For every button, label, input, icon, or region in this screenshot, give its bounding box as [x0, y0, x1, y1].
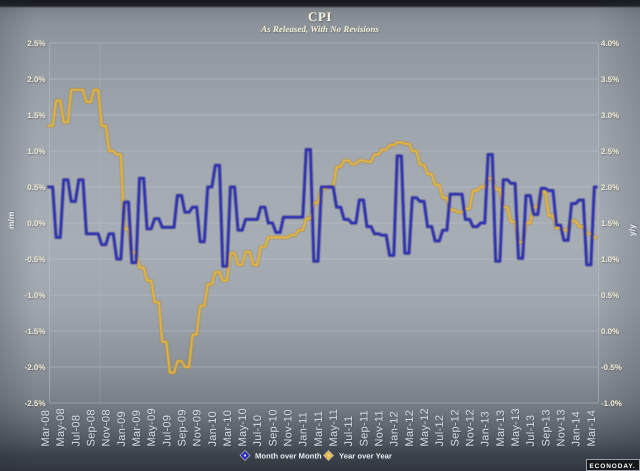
svg-text:May-11: May-11 — [328, 409, 340, 447]
svg-text:0.5%: 0.5% — [27, 183, 45, 192]
svg-text:Nov-13: Nov-13 — [555, 409, 567, 446]
svg-text:Sep-11: Sep-11 — [358, 410, 370, 446]
svg-text:May-13: May-13 — [510, 408, 522, 446]
svg-text:Jul-10: Jul-10 — [252, 415, 264, 447]
svg-text:3.0%: 3.0% — [601, 111, 619, 120]
svg-text:Month over Month: Month over Month — [255, 452, 322, 461]
svg-text:May-12: May-12 — [419, 408, 431, 446]
svg-text:Mar-10: Mar-10 — [222, 410, 234, 447]
svg-text:-2.5%: -2.5% — [25, 399, 46, 408]
svg-text:Sep-09: Sep-09 — [176, 409, 188, 446]
svg-text:May-09: May-09 — [146, 408, 158, 446]
svg-text:Jul-13: Jul-13 — [525, 415, 537, 447]
svg-text:0.0%: 0.0% — [601, 327, 619, 336]
svg-text:Mar-14: Mar-14 — [586, 410, 598, 447]
svg-text:May-10: May-10 — [237, 408, 249, 446]
svg-text:Mar-08: Mar-08 — [40, 410, 52, 447]
svg-text:Jan-13: Jan-13 — [480, 411, 492, 446]
svg-text:-2.0%: -2.0% — [25, 363, 46, 372]
svg-text:-1.0%: -1.0% — [601, 399, 622, 408]
svg-text:Jul-08: Jul-08 — [70, 415, 82, 447]
svg-text:0.0%: 0.0% — [27, 219, 45, 228]
svg-text:ECONODAY.: ECONODAY. — [589, 463, 635, 470]
svg-text:Nov-11: Nov-11 — [374, 410, 386, 446]
svg-text:m/m: m/m — [6, 211, 16, 229]
svg-text:1.0%: 1.0% — [601, 255, 619, 264]
svg-text:1.5%: 1.5% — [601, 219, 619, 228]
svg-text:-0.5%: -0.5% — [601, 363, 622, 372]
svg-text:May-08: May-08 — [55, 408, 67, 446]
svg-text:Sep-12: Sep-12 — [449, 409, 461, 446]
svg-text:Mar-09: Mar-09 — [131, 410, 143, 447]
svg-text:Jul-09: Jul-09 — [161, 415, 173, 447]
svg-text:4.0%: 4.0% — [601, 39, 619, 48]
svg-text:Jan-12: Jan-12 — [389, 411, 401, 446]
svg-text:2.0%: 2.0% — [601, 183, 619, 192]
svg-text:Mar-11: Mar-11 — [313, 411, 325, 447]
svg-text:Jan-10: Jan-10 — [207, 411, 219, 446]
svg-text:3.5%: 3.5% — [601, 75, 619, 84]
svg-text:Jul-12: Jul-12 — [434, 415, 446, 447]
svg-text:-0.5%: -0.5% — [25, 255, 46, 264]
svg-text:-1.5%: -1.5% — [25, 327, 46, 336]
svg-text:Jan-09: Jan-09 — [116, 411, 128, 446]
svg-text:-1.0%: -1.0% — [25, 291, 46, 300]
svg-text:2.5%: 2.5% — [601, 147, 619, 156]
svg-text:2.0%: 2.0% — [27, 75, 45, 84]
svg-text:Jan-11: Jan-11 — [298, 412, 310, 447]
svg-text:Mar-13: Mar-13 — [495, 410, 507, 447]
svg-text:Jan-14: Jan-14 — [571, 411, 583, 446]
svg-text:Sep-10: Sep-10 — [267, 409, 279, 446]
svg-text:CPI: CPI — [308, 9, 332, 24]
svg-text:Nov-12: Nov-12 — [465, 409, 477, 446]
svg-text:Jul-11: Jul-11 — [343, 416, 355, 447]
svg-text:As Released, With No Revisions: As Released, With No Revisions — [260, 24, 379, 34]
svg-text:0.5%: 0.5% — [601, 291, 619, 300]
svg-text:2.5%: 2.5% — [27, 39, 45, 48]
svg-text:Year over Year: Year over Year — [339, 452, 392, 461]
svg-text:Sep-08: Sep-08 — [86, 409, 98, 446]
svg-text:Mar-12: Mar-12 — [404, 410, 416, 447]
svg-text:Nov-10: Nov-10 — [283, 409, 295, 446]
svg-text:Nov-08: Nov-08 — [101, 409, 113, 446]
svg-text:1.0%: 1.0% — [27, 147, 45, 156]
svg-text:Sep-13: Sep-13 — [540, 409, 552, 446]
svg-text:Nov-09: Nov-09 — [192, 409, 204, 446]
svg-text:y/y: y/y — [627, 224, 637, 236]
svg-text:1.5%: 1.5% — [27, 111, 45, 120]
